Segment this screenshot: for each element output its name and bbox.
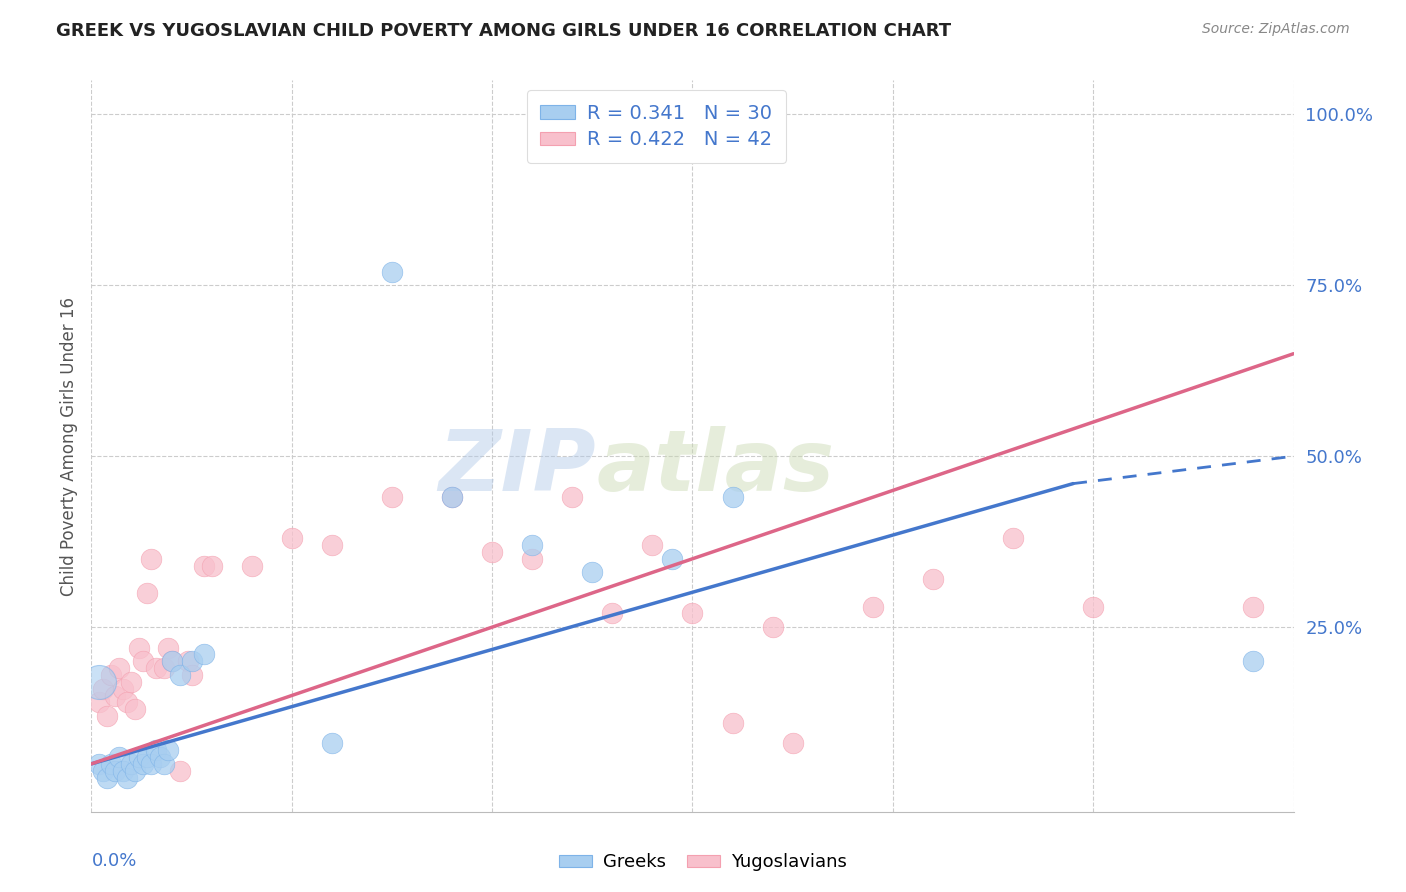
- Point: [124, 764, 146, 778]
- Point: [522, 538, 544, 552]
- Point: [1083, 599, 1105, 614]
- Point: [121, 674, 143, 689]
- Point: [148, 750, 170, 764]
- Text: 0.0%: 0.0%: [91, 852, 136, 870]
- Point: [721, 715, 744, 730]
- Point: [156, 640, 179, 655]
- Text: GREEK VS YUGOSLAVIAN CHILD POVERTY AMONG GIRLS UNDER 16 CORRELATION CHART: GREEK VS YUGOSLAVIAN CHILD POVERTY AMONG…: [56, 22, 952, 40]
- Point: [132, 654, 155, 668]
- Point: [201, 558, 224, 573]
- Point: [321, 538, 343, 552]
- Point: [96, 771, 118, 785]
- Point: [782, 736, 804, 750]
- Point: [141, 756, 163, 771]
- Point: [762, 620, 785, 634]
- Point: [721, 490, 744, 504]
- Point: [89, 695, 111, 709]
- Point: [561, 490, 583, 504]
- Point: [1001, 531, 1024, 545]
- Point: [121, 756, 143, 771]
- Y-axis label: Child Poverty Among Girls Under 16: Child Poverty Among Girls Under 16: [59, 296, 77, 596]
- Point: [136, 586, 159, 600]
- Point: [169, 764, 191, 778]
- Point: [440, 490, 463, 504]
- Point: [132, 756, 155, 771]
- Point: [581, 566, 603, 580]
- Point: [112, 764, 135, 778]
- Point: [922, 572, 945, 586]
- Point: [100, 756, 122, 771]
- Point: [104, 764, 127, 778]
- Point: [381, 490, 404, 504]
- Point: [152, 661, 174, 675]
- Point: [89, 756, 111, 771]
- Point: [96, 709, 118, 723]
- Point: [681, 607, 703, 621]
- Point: [156, 743, 179, 757]
- Point: [141, 551, 163, 566]
- Point: [602, 607, 624, 621]
- Point: [93, 681, 115, 696]
- Point: [180, 668, 202, 682]
- Point: [93, 764, 115, 778]
- Point: [104, 689, 127, 703]
- Point: [128, 640, 150, 655]
- Point: [108, 750, 131, 764]
- Point: [381, 265, 404, 279]
- Point: [108, 661, 131, 675]
- Point: [112, 681, 135, 696]
- Point: [193, 648, 215, 662]
- Point: [641, 538, 664, 552]
- Point: [522, 551, 544, 566]
- Text: ZIP: ZIP: [439, 426, 596, 509]
- Point: [117, 771, 139, 785]
- Point: [240, 558, 263, 573]
- Point: [89, 674, 111, 689]
- Point: [117, 695, 139, 709]
- Point: [145, 743, 167, 757]
- Point: [321, 736, 343, 750]
- Point: [862, 599, 884, 614]
- Point: [661, 551, 683, 566]
- Point: [1243, 654, 1265, 668]
- Point: [440, 490, 463, 504]
- Point: [481, 545, 503, 559]
- Point: [193, 558, 215, 573]
- Point: [136, 750, 159, 764]
- Point: [281, 531, 304, 545]
- Point: [145, 661, 167, 675]
- Text: atlas: atlas: [596, 426, 834, 509]
- Point: [152, 756, 174, 771]
- Text: Source: ZipAtlas.com: Source: ZipAtlas.com: [1202, 22, 1350, 37]
- Point: [176, 654, 198, 668]
- Legend: R = 0.341   N = 30, R = 0.422   N = 42: R = 0.341 N = 30, R = 0.422 N = 42: [527, 90, 786, 163]
- Point: [100, 668, 122, 682]
- Point: [128, 750, 150, 764]
- Legend: Greeks, Yugoslavians: Greeks, Yugoslavians: [553, 847, 853, 879]
- Point: [124, 702, 146, 716]
- Point: [160, 654, 183, 668]
- Point: [169, 668, 191, 682]
- Point: [160, 654, 183, 668]
- Point: [1243, 599, 1265, 614]
- Point: [180, 654, 202, 668]
